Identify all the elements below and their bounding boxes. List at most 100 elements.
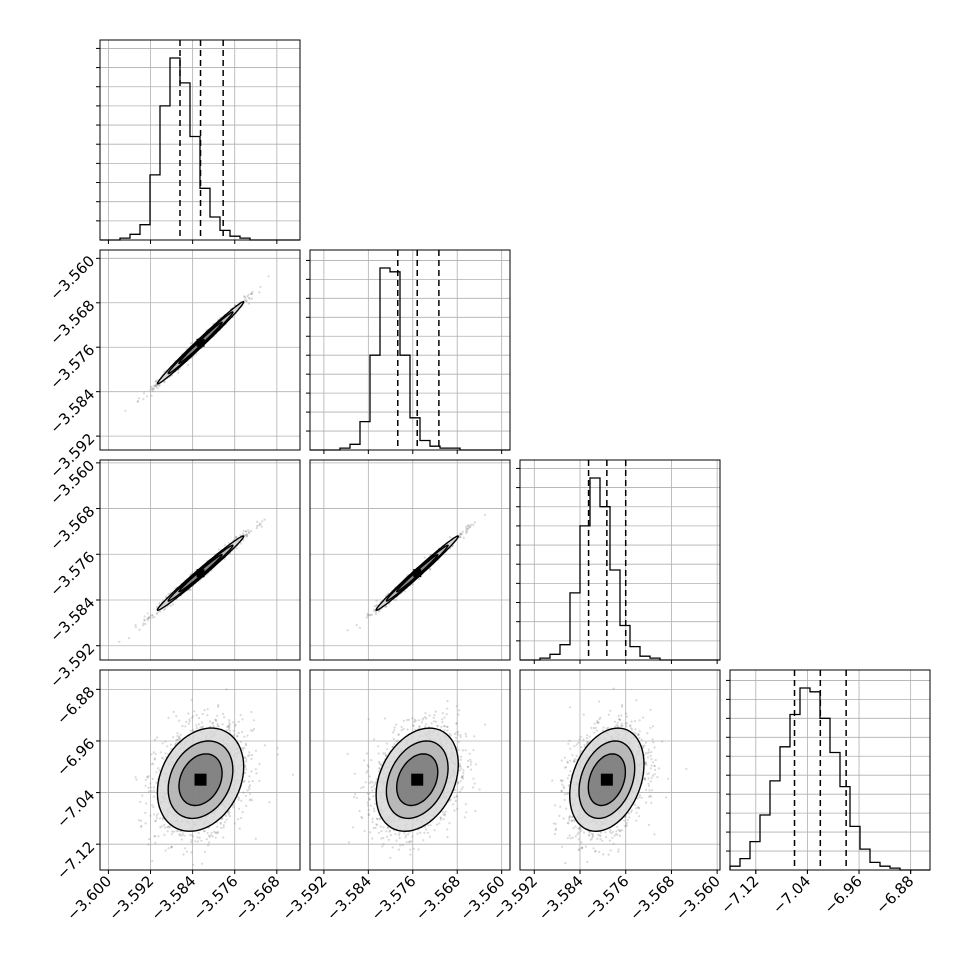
- sample-point: [163, 380, 166, 384]
- sample-point: [148, 838, 151, 841]
- sample-point: [368, 613, 371, 616]
- sample-point: [461, 530, 464, 533]
- sample-point: [137, 819, 140, 822]
- sample-point: [177, 736, 180, 740]
- sample-point: [216, 725, 219, 728]
- sample-point: [189, 588, 192, 591]
- sample-point: [241, 811, 244, 814]
- sample-point: [167, 592, 170, 596]
- sample-point: [206, 708, 209, 711]
- sample-point: [429, 567, 432, 571]
- sample-point: [239, 534, 242, 537]
- sample-point: [258, 779, 261, 783]
- sample-point: [158, 384, 161, 387]
- sample-point: [146, 612, 149, 615]
- sample-point: [145, 395, 149, 398]
- sample-point: [147, 617, 150, 620]
- sample-point: [215, 720, 218, 723]
- sample-point: [177, 371, 180, 374]
- sample-point: [143, 618, 146, 621]
- sample-point: [245, 530, 248, 533]
- sample-point: [208, 841, 211, 844]
- panel-background: [100, 460, 300, 660]
- sample-point: [276, 747, 279, 750]
- sample-point: [222, 826, 225, 829]
- sample-point: [181, 724, 184, 728]
- sample-point: [244, 765, 247, 769]
- hist-background: [730, 670, 930, 870]
- sample-point: [161, 818, 165, 821]
- sample-point: [211, 835, 214, 838]
- sample-point: [245, 760, 248, 763]
- sample-point: [191, 834, 194, 837]
- sample-point: [211, 722, 214, 725]
- sample-point: [124, 409, 127, 412]
- sample-point: [213, 830, 216, 833]
- sample-point: [144, 622, 147, 626]
- sample-point: [254, 768, 257, 771]
- sample-point: [154, 819, 157, 822]
- sample-point: [245, 533, 248, 536]
- sample-point: [139, 800, 142, 804]
- sample-point: [146, 617, 149, 620]
- sample-point: [233, 734, 236, 737]
- sample-point: [146, 619, 150, 622]
- sample-point: [212, 721, 215, 725]
- sample-point: [198, 836, 201, 840]
- sample-point: [166, 745, 169, 748]
- sample-point: [151, 389, 154, 392]
- sample-point: [147, 786, 150, 789]
- sample-point: [158, 601, 161, 605]
- sample-point: [219, 821, 222, 824]
- sample-point: [242, 791, 245, 794]
- sample-point: [158, 817, 162, 820]
- sample-point: [217, 831, 220, 834]
- sample-point: [373, 610, 376, 613]
- sample-point: [151, 387, 154, 390]
- sample-point: [152, 789, 156, 793]
- sample-point: [149, 786, 152, 789]
- sample-point: [245, 757, 248, 760]
- sample-point: [192, 863, 195, 866]
- hist-background: [520, 460, 720, 660]
- sample-point: [224, 814, 228, 818]
- sample-point: [403, 590, 406, 593]
- sample-point: [247, 780, 251, 783]
- sample-point: [154, 385, 157, 388]
- sample-point: [222, 836, 225, 839]
- sample-point: [256, 520, 259, 523]
- sample-point: [261, 520, 264, 523]
- sample-point: [460, 532, 463, 536]
- sample-point: [191, 835, 195, 838]
- sample-point: [223, 821, 226, 824]
- sample-point: [142, 398, 145, 401]
- sample-point: [245, 535, 248, 538]
- sample-point: [245, 804, 248, 808]
- sample-point: [203, 829, 206, 833]
- sample-point: [197, 723, 200, 726]
- sample-point: [161, 816, 164, 820]
- sample-point: [187, 722, 190, 725]
- sample-point: [172, 736, 175, 739]
- sample-point: [472, 523, 475, 527]
- sample-point: [236, 735, 239, 738]
- sample-point: [366, 614, 369, 618]
- sample-point: [166, 825, 169, 828]
- sample-point: [220, 826, 223, 830]
- sample-point: [459, 532, 462, 535]
- sample-point: [237, 731, 240, 735]
- sample-point: [152, 795, 155, 798]
- sample-point: [164, 826, 167, 829]
- sample-point: [248, 530, 251, 534]
- sample-point: [243, 295, 246, 298]
- sample-point: [147, 843, 150, 846]
- sample-point: [237, 720, 240, 724]
- sample-point: [156, 605, 159, 609]
- sample-point: [189, 729, 192, 732]
- sample-point: [134, 626, 137, 629]
- sample-point: [236, 734, 239, 737]
- sample-point: [162, 609, 165, 612]
- sample-point: [188, 720, 191, 723]
- sample-point: [167, 826, 170, 829]
- sample-point: [219, 822, 222, 825]
